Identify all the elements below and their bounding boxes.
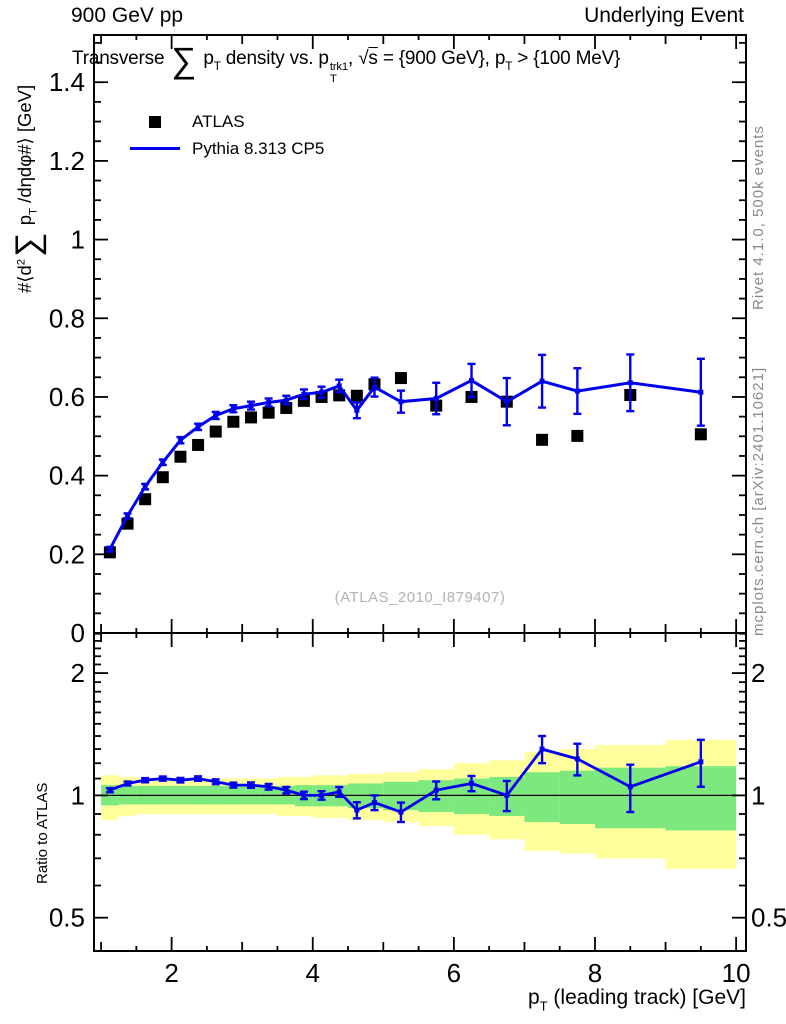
rivet-version-text: Rivet 4.1.0, 500k events — [750, 125, 767, 310]
svg-text:1.4: 1.4 — [49, 67, 85, 97]
main-y-axis-label: #⟨d2∑ pT /dηdφ#⟩ [GeV] — [8, 84, 47, 293]
atlas-square-marker-icon — [130, 115, 180, 128]
svg-text:1: 1 — [71, 780, 85, 810]
svg-text:4: 4 — [306, 958, 320, 988]
ratio-mc-series — [105, 734, 705, 824]
svg-text:0.2: 0.2 — [49, 539, 85, 569]
svg-text:0: 0 — [71, 618, 85, 648]
svg-text:1: 1 — [71, 225, 85, 255]
mcplots-reference-text: mcplots.cern.ch [arXiv:2401.10621] — [750, 366, 767, 636]
svg-text:6: 6 — [447, 958, 461, 988]
legend-row-atlas: ATLAS — [130, 108, 324, 135]
uncertainty-bands — [101, 739, 737, 869]
svg-text:2: 2 — [751, 658, 765, 688]
svg-text:0.4: 0.4 — [49, 461, 85, 491]
svg-text:0.6: 0.6 — [49, 382, 85, 412]
svg-text:2: 2 — [71, 658, 85, 688]
legend: ATLAS Pythia 8.313 CP5 — [130, 108, 324, 162]
header-beam: 900 GeV pp — [71, 4, 184, 27]
svg-text:10: 10 — [722, 958, 751, 988]
legend-atlas-label: ATLAS — [192, 111, 245, 131]
header-topic: Underlying Event — [584, 4, 744, 27]
pythia-line-marker-icon — [130, 147, 180, 150]
svg-text:8: 8 — [588, 958, 602, 988]
svg-text:2: 2 — [164, 958, 178, 988]
legend-pythia-label: Pythia 8.313 CP5 — [192, 138, 325, 158]
x-axis-label: pT (leading track) [GeV] — [527, 986, 746, 1014]
legend-row-pythia: Pythia 8.313 CP5 — [130, 135, 324, 162]
ratio-y-axis-label: Ratio to ATLAS — [34, 782, 51, 884]
svg-text:0.8: 0.8 — [49, 303, 85, 333]
svg-text:0.5: 0.5 — [49, 903, 85, 933]
tick-labels: 2 4 6 8 10 0 0.2 0.4 0.6 0.8 1 1.2 1.4 0.5 0.5 1 1 2 2 — [49, 67, 786, 988]
svg-text:1.2: 1.2 — [49, 146, 85, 176]
pythia-mc-series — [105, 353, 705, 553]
plot-title: Transverse ∑ pT density vs. p trk1 T, √s =… — [72, 40, 621, 85]
svg-text:0.5: 0.5 — [751, 903, 786, 933]
analysis-watermark: (ATLAS_2010_I879407) — [334, 589, 506, 606]
svg-text:1: 1 — [751, 780, 765, 810]
ratio-panel-frame — [93, 632, 747, 952]
